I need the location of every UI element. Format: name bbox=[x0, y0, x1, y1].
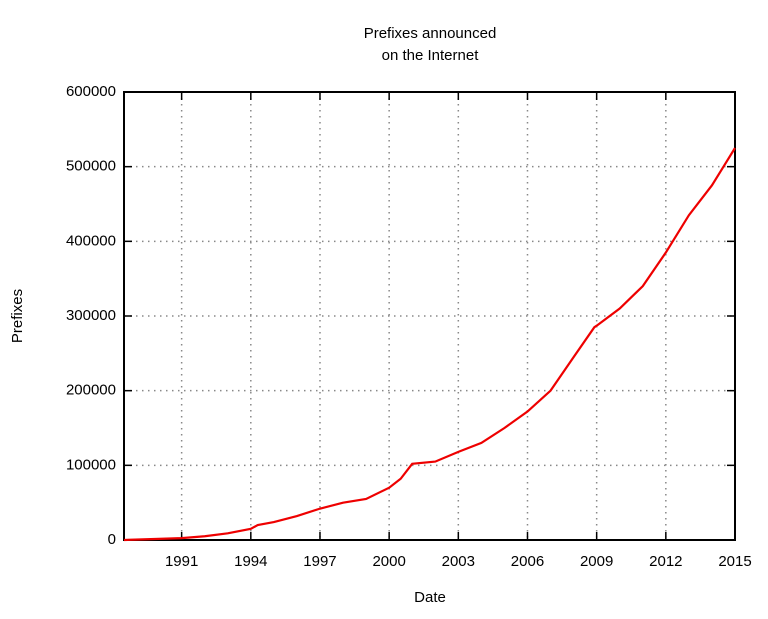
x-tick-label: 2006 bbox=[511, 553, 544, 570]
x-tick-label: 1997 bbox=[303, 553, 336, 570]
y-tick-label: 300000 bbox=[66, 307, 116, 324]
x-tick-label: 2015 bbox=[718, 553, 751, 570]
x-tick-label: 2000 bbox=[372, 553, 405, 570]
y-tick-label: 100000 bbox=[66, 456, 116, 473]
chart-title: on the Internet bbox=[382, 47, 480, 64]
y-tick-label: 400000 bbox=[66, 232, 116, 249]
x-tick-label: 2003 bbox=[442, 553, 475, 570]
x-tick-label: 1994 bbox=[234, 553, 267, 570]
y-tick-label: 600000 bbox=[66, 83, 116, 100]
x-axis-label: Date bbox=[414, 589, 446, 606]
data-line bbox=[123, 147, 736, 542]
x-tick-label: 1991 bbox=[165, 553, 198, 570]
x-tick-label: 2012 bbox=[649, 553, 682, 570]
chart-title: Prefixes announced bbox=[364, 25, 497, 42]
y-axis-label: Prefixes bbox=[9, 289, 26, 343]
y-tick-label: 200000 bbox=[66, 382, 116, 399]
y-tick-label: 500000 bbox=[66, 158, 116, 175]
x-tick-label: 2009 bbox=[580, 553, 613, 570]
y-tick-label: 0 bbox=[108, 531, 116, 548]
plot-frame bbox=[123, 91, 736, 541]
